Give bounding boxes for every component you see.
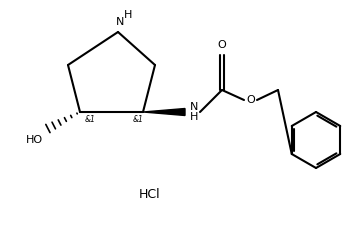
Text: HCl: HCl <box>139 188 161 202</box>
Text: HO: HO <box>26 135 43 145</box>
Text: O: O <box>247 95 255 105</box>
Text: &1: &1 <box>132 115 143 124</box>
Text: H: H <box>190 112 198 122</box>
Text: &1: &1 <box>84 115 95 124</box>
Text: N: N <box>190 102 198 112</box>
Text: H: H <box>124 10 132 20</box>
Text: O: O <box>218 40 226 50</box>
Text: N: N <box>116 17 124 27</box>
Polygon shape <box>143 109 185 115</box>
